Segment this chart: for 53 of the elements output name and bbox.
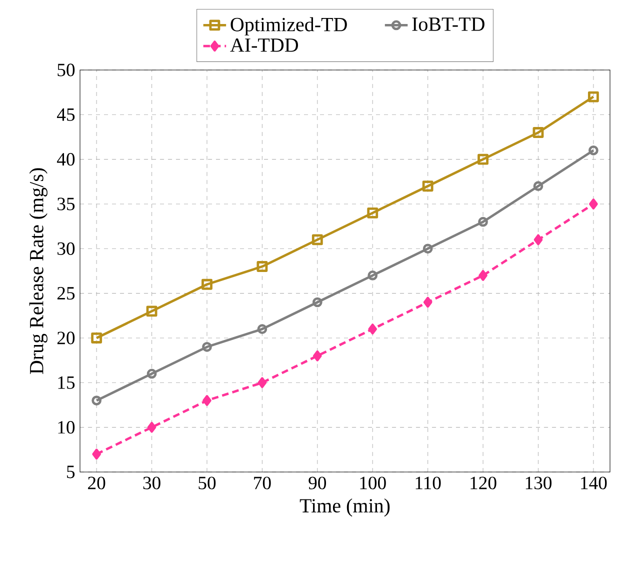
legend-label: Optimized-TD bbox=[230, 17, 347, 36]
point bbox=[202, 278, 212, 290]
point bbox=[532, 127, 544, 138]
point bbox=[92, 448, 101, 460]
x-axis-title: Time (min) bbox=[300, 498, 390, 517]
point bbox=[146, 368, 157, 379]
point bbox=[534, 234, 543, 246]
point bbox=[478, 216, 488, 227]
point bbox=[256, 261, 268, 272]
x-tick-label: 50 bbox=[198, 476, 216, 490]
point bbox=[202, 395, 212, 406]
x-tick-label: 90 bbox=[308, 476, 326, 490]
x-tick-label: 20 bbox=[88, 476, 106, 490]
point bbox=[589, 198, 598, 210]
y-tick-label: 35 bbox=[58, 198, 75, 210]
point bbox=[478, 270, 488, 281]
y-axis-title: Drug Release Rate (mg/s) bbox=[29, 168, 48, 374]
point bbox=[91, 332, 102, 344]
point bbox=[202, 342, 212, 352]
y-tick-label: 25 bbox=[57, 287, 75, 300]
y-tick-label: 15 bbox=[58, 376, 75, 389]
point bbox=[312, 297, 322, 308]
point bbox=[313, 350, 322, 362]
point bbox=[423, 296, 432, 308]
point bbox=[367, 207, 378, 218]
x-tick-label: 30 bbox=[143, 476, 160, 490]
point bbox=[422, 180, 434, 192]
y-tick-label: 45 bbox=[56, 108, 75, 121]
point bbox=[257, 324, 268, 334]
y-tick-label: 40 bbox=[56, 153, 75, 166]
point bbox=[147, 422, 156, 433]
y-tick-label: 50 bbox=[58, 64, 75, 76]
point bbox=[368, 270, 378, 280]
point bbox=[258, 377, 267, 388]
x-tick-label: 130 bbox=[526, 476, 552, 490]
x-tick-label: 120 bbox=[470, 476, 496, 490]
point bbox=[533, 181, 544, 192]
x-tick-label: 70 bbox=[254, 476, 271, 490]
point bbox=[478, 154, 488, 165]
y-tick-label: 30 bbox=[58, 242, 75, 255]
point bbox=[146, 306, 158, 317]
point bbox=[588, 91, 599, 102]
y-tick-label: 5 bbox=[67, 466, 75, 478]
legend-label: AI-TDD bbox=[230, 38, 298, 52]
y-tick-label: 20 bbox=[57, 332, 75, 344]
x-tick-label: 110 bbox=[416, 476, 441, 490]
point bbox=[368, 324, 378, 335]
x-tick-label: 140 bbox=[581, 476, 607, 490]
point bbox=[422, 244, 433, 254]
legend-label: IoBT-TD bbox=[412, 18, 484, 31]
y-tick-label: 10 bbox=[58, 421, 75, 434]
point bbox=[312, 234, 323, 246]
x-tick-label: 100 bbox=[360, 476, 386, 490]
